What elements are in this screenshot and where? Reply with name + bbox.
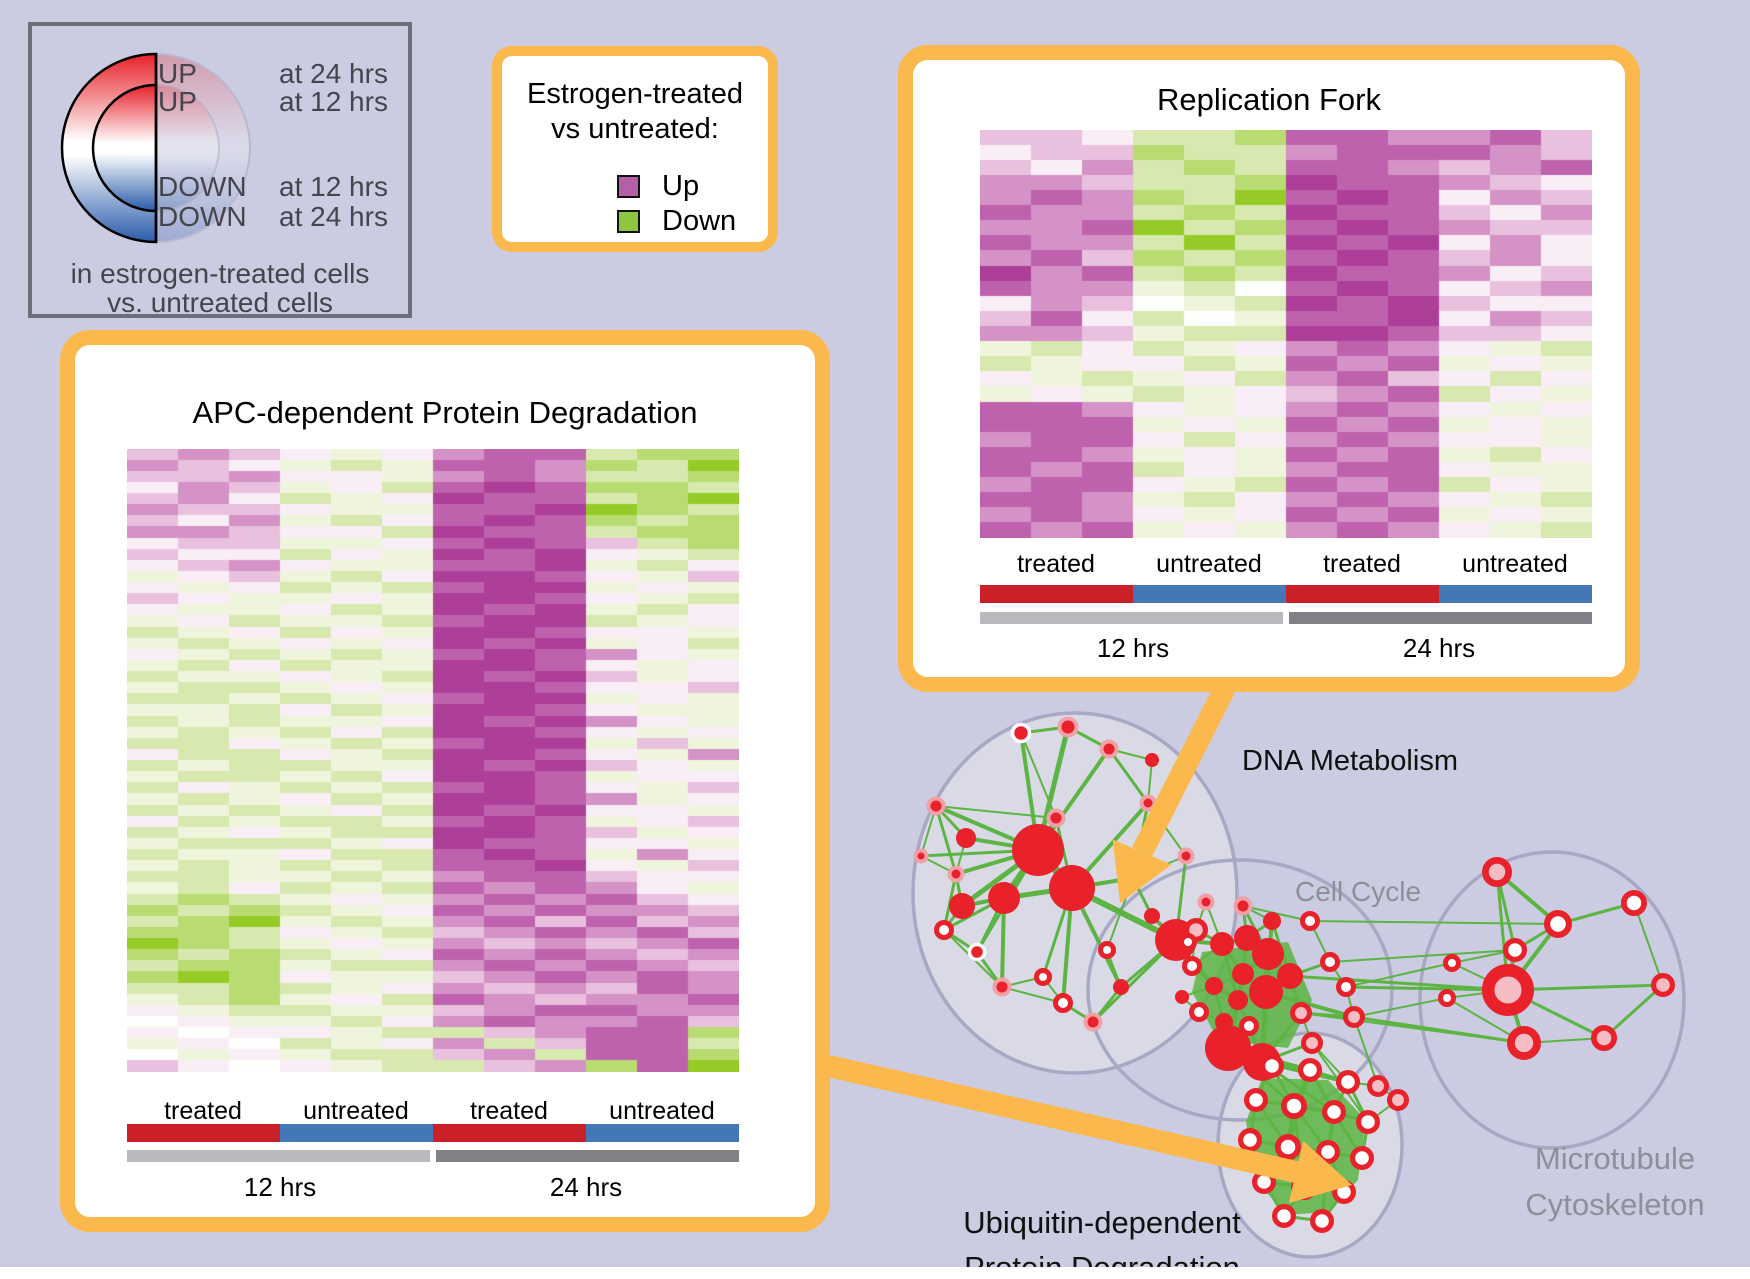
- rf-col-label-3: treated: [1323, 550, 1401, 578]
- apc-heatmap: [127, 449, 739, 1072]
- apc-untreated-bar-1: [280, 1124, 433, 1142]
- apc-24hr-bar: [436, 1150, 739, 1162]
- rf-treated-bar-1: [980, 585, 1133, 603]
- rf-12hr-label: 12 hrs: [1096, 633, 1170, 663]
- scale-up-12-time: at 12 hrs: [279, 86, 388, 117]
- down-label: Down: [662, 205, 737, 237]
- rf-col-label-1: treated: [1017, 550, 1095, 578]
- down-color-swatch: [617, 210, 640, 233]
- up-label: Up: [662, 170, 700, 202]
- microtubule-cytoskeleton-label: Microtubule Cytoskeleton: [1525, 1141, 1705, 1222]
- apc-col-label-3: treated: [470, 1097, 548, 1125]
- scale-footer-line1: in estrogen-treated cells: [70, 258, 370, 289]
- apc-col-label-2: untreated: [303, 1097, 409, 1125]
- rf-24hr-bar: [1289, 612, 1592, 624]
- scale-up-24-time: at 24 hrs: [279, 58, 388, 89]
- scale-down-12-word: DOWN: [158, 171, 247, 202]
- rf-untreated-bar-1: [1133, 585, 1286, 603]
- rf-24hr-label: 24 hrs: [1402, 633, 1476, 663]
- dna-metabolism-label: DNA Metabolism: [1242, 745, 1458, 777]
- apc-12hr-bar: [127, 1150, 430, 1162]
- apc-untreated-bar-2: [586, 1124, 739, 1142]
- scale-up-12-word: UP: [158, 86, 197, 117]
- rf-col-label-2: untreated: [1156, 550, 1262, 578]
- estrogen-legend-box: Estrogen-treated vs untreated: Up Down: [492, 46, 778, 252]
- scale-up-24-word: UP: [158, 58, 197, 89]
- up-color-swatch: [617, 175, 640, 198]
- scale-down-12-time: at 12 hrs: [279, 171, 388, 202]
- scale-footer-line2: vs. untreated cells: [107, 287, 333, 318]
- rf-treated-bar-2: [1286, 585, 1439, 603]
- bottom-margin: [0, 1267, 1750, 1279]
- apc-treated-bar-2: [433, 1124, 586, 1142]
- updown-gradient-circles-icon: [60, 52, 251, 244]
- apc-24hr-label: 24 hrs: [549, 1172, 623, 1202]
- scale-legend-box: UP at 24 hrs UP at 12 hrs DOWN at 12 hrs…: [28, 22, 412, 318]
- apc-col-label-4: untreated: [609, 1097, 715, 1125]
- rf-12hr-bar: [980, 612, 1283, 624]
- apc-panel: APC-dependent Protein Degradation treate…: [60, 330, 830, 1232]
- apc-col-label-1: treated: [164, 1097, 242, 1125]
- cell-cycle-label: Cell Cycle: [1294, 876, 1422, 907]
- replication-fork-panel: Replication Fork treated untreated treat…: [898, 45, 1640, 692]
- replication-fork-heatmap: [980, 130, 1592, 538]
- estrogen-legend-title-line2: vs untreated:: [551, 113, 719, 145]
- apc-treated-bar-1: [127, 1124, 280, 1142]
- rf-untreated-bar-2: [1439, 585, 1592, 603]
- scale-down-24-time: at 24 hrs: [279, 201, 388, 232]
- rf-col-label-4: untreated: [1462, 550, 1568, 578]
- replication-fork-title: Replication Fork: [1157, 82, 1381, 117]
- estrogen-legend-title-line1: Estrogen-treated: [526, 78, 743, 110]
- apc-12hr-label: 12 hrs: [243, 1172, 317, 1202]
- scale-down-24-word: DOWN: [158, 201, 247, 232]
- apc-title: APC-dependent Protein Degradation: [192, 395, 698, 430]
